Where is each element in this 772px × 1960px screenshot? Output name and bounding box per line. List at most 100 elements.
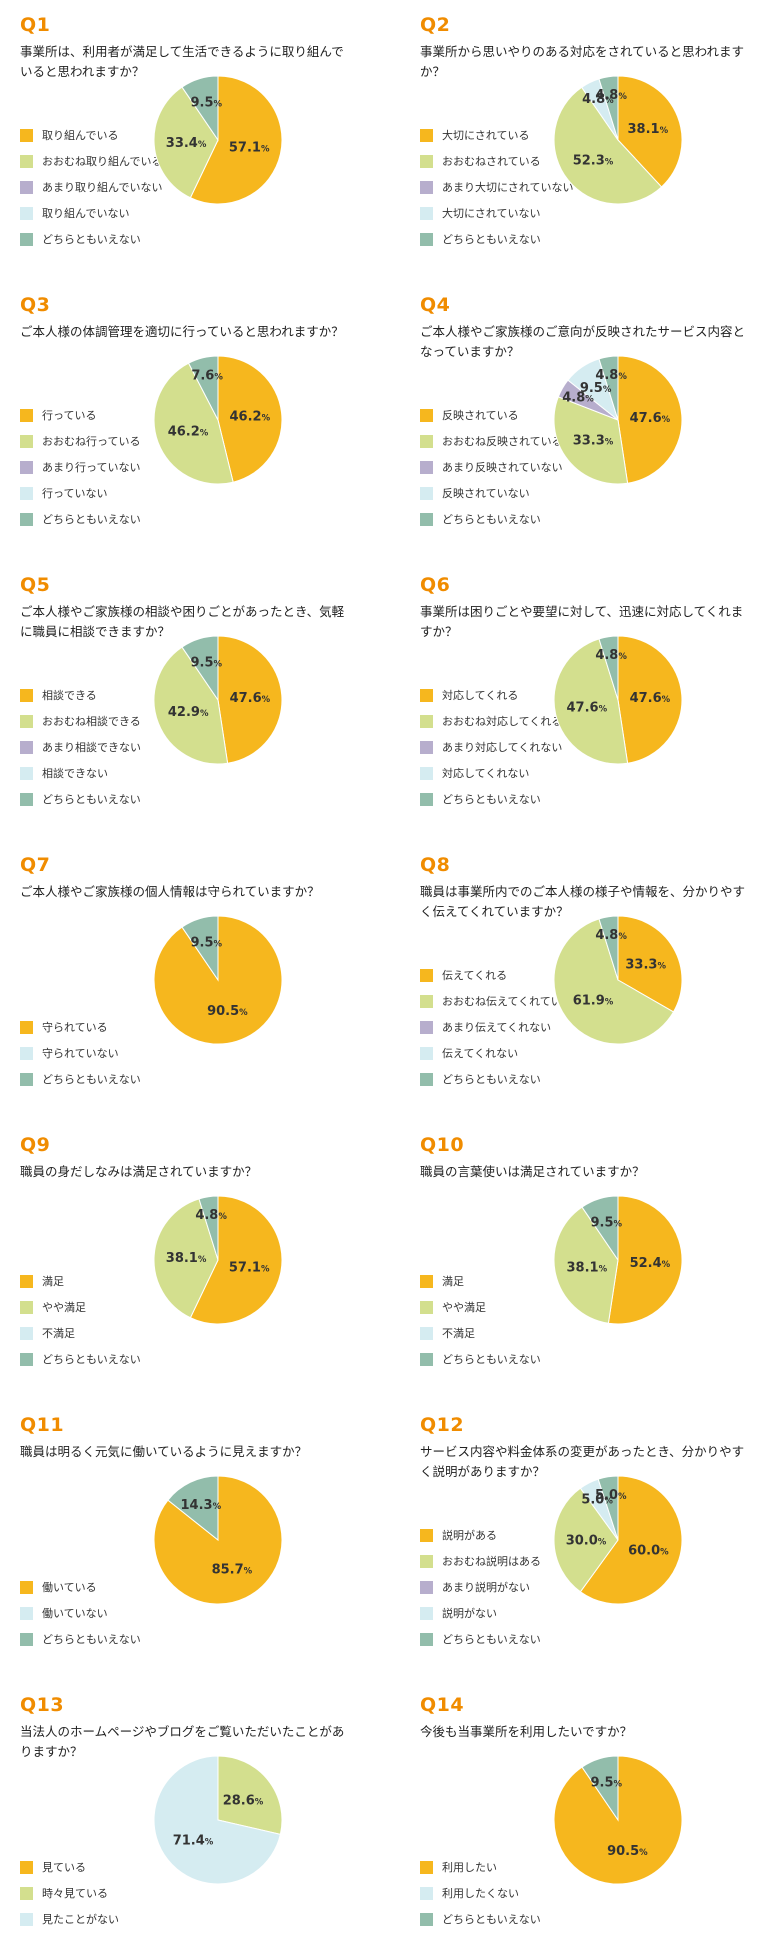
data-label: 9.5% — [591, 1776, 623, 1791]
data-label: 38.1% — [627, 122, 668, 137]
legend-swatch — [20, 486, 33, 500]
percent-sign: % — [213, 1502, 222, 1512]
pie-slice — [217, 635, 283, 764]
data-label: 52.4% — [630, 1256, 671, 1271]
question-number: Q3 — [20, 294, 51, 316]
legend-swatch — [420, 206, 433, 220]
percent-sign: % — [214, 940, 223, 950]
pie-slice — [617, 75, 683, 188]
legend-swatch — [420, 512, 433, 526]
legend-label: あまり取り組んでいない — [42, 181, 163, 194]
data-label-value: 4.8 — [595, 88, 618, 103]
legend-swatch — [420, 766, 433, 780]
legend-item: 見ている — [20, 1854, 119, 1880]
data-label-value: 4.8 — [595, 928, 618, 943]
panel-q4: Q4 ご本人様やご家族様のご意向が反映されたサービス内容となっていますか？ 反映され… — [400, 280, 772, 560]
legend-label: どちらともいえない — [442, 1633, 541, 1646]
legend-item: 満足 — [20, 1268, 141, 1294]
legend-swatch — [420, 1606, 433, 1620]
question-text: 今後も当事業所を利用したいですか？ — [420, 1724, 633, 1739]
panel-q10: Q10 職員の言葉使いは満足されていますか？ 満足 やや満足 不満足 どちらともいえない 5… — [400, 1120, 772, 1400]
legend-label: 行っている — [42, 409, 97, 422]
legend-item: あまり反映されていない — [420, 454, 563, 480]
data-label: 5.0% — [581, 1492, 613, 1507]
pie-slice — [598, 355, 619, 421]
panel-q6: Q6 事業所は困りごとや要望に対して、迅速に対応してくれますか？ 対応してくれる おお… — [400, 560, 772, 840]
percent-sign: % — [198, 140, 207, 150]
legend: 満足 やや満足 不満足 どちらともいえない — [20, 1268, 141, 1372]
legend-item: 不満足 — [20, 1320, 141, 1346]
data-label: 4.8% — [582, 92, 614, 107]
pie-slice — [598, 915, 619, 981]
legend-swatch — [420, 460, 433, 474]
data-label-value: 52.4 — [630, 1256, 662, 1271]
legend: 利用したい 利用したくない どちらともいえない — [420, 1854, 541, 1932]
legend-label: どちらともいえない — [442, 793, 541, 806]
data-label-value: 71.4 — [173, 1833, 205, 1848]
legend-item: どちらともいえない — [20, 1626, 141, 1652]
legend-label: 守られている — [42, 1021, 108, 1034]
pie-slice — [153, 646, 229, 765]
legend-swatch — [420, 1528, 433, 1542]
legend-swatch — [420, 486, 433, 500]
legend-label: やや満足 — [442, 1301, 486, 1314]
legend-item: 守られていない — [20, 1040, 141, 1066]
legend-item: 守られている — [20, 1014, 141, 1040]
legend-swatch — [420, 180, 433, 194]
legend-swatch — [420, 792, 433, 806]
data-label-value: 47.6 — [566, 701, 598, 716]
legend-label: どちらともいえない — [42, 1633, 141, 1646]
data-label: 52.3% — [573, 154, 614, 169]
legend-item: あまり対応してくれない — [420, 734, 562, 760]
legend-label: おおむね反映されている — [442, 435, 563, 448]
legend-label: どちらともいえない — [442, 1073, 541, 1086]
percent-sign: % — [585, 395, 594, 405]
percent-sign: % — [662, 695, 671, 705]
legend-label: おおむね対応してくれる — [442, 715, 563, 728]
percent-sign: % — [261, 1265, 270, 1275]
legend-label: 働いている — [42, 1581, 97, 1594]
data-label-value: 61.9 — [573, 994, 605, 1009]
legend-item: おおむね相談できる — [20, 708, 141, 734]
legend-swatch — [420, 232, 433, 246]
pie-chart: 33.3%61.9%4.8% — [553, 915, 683, 1045]
data-label-value: 47.6 — [230, 691, 262, 706]
panel-q7: Q7 ご本人様やご家族様の個人情報は守られていますか？ 守られている 守られていないど… — [0, 840, 400, 1120]
legend-item: 説明がない — [420, 1600, 541, 1626]
pie-slice — [607, 1195, 683, 1325]
legend-swatch — [20, 154, 33, 168]
legend-swatch — [420, 740, 433, 754]
question-number: Q10 — [420, 1134, 465, 1156]
data-label-value: 9.5 — [591, 1776, 614, 1791]
legend-item: 相談できる — [20, 682, 141, 708]
legend-item: 不満足 — [420, 1320, 541, 1346]
question-text: ご本人様やご家族様の個人情報は守られていますか？ — [20, 884, 320, 899]
data-label: 42.9% — [168, 705, 209, 720]
pie-slice — [553, 86, 663, 205]
legend-swatch — [420, 408, 433, 422]
percent-sign: % — [244, 1566, 253, 1576]
legend: 取り組んでいる おおむね取り組んでいる あまり取り組んでいない 取り組んでいない どちら… — [20, 122, 162, 252]
legend-label: おおむね取り組んでいる — [42, 155, 163, 168]
pie-slice — [187, 355, 219, 421]
pie-slice — [553, 1487, 619, 1593]
data-label: 4.8% — [195, 1208, 227, 1223]
legend-item: 行っていない — [20, 480, 141, 506]
legend-label: 伝えてくれる — [442, 969, 508, 982]
question-text: 事業所から思いやりのある対応をされていると思われますか？ — [420, 44, 745, 79]
legend-item: どちらともいえない — [420, 1346, 541, 1372]
legend-item: どちらともいえない — [20, 786, 141, 812]
question-text: 事業所は、利用者が満足して生活できるように取り組んでいると思われますか？ — [20, 44, 344, 79]
question-text: ご本人様やご家族様のご意向が反映されたサービス内容となっていますか？ — [420, 324, 746, 359]
data-label-value: 85.7 — [212, 1562, 244, 1577]
legend-label: あまり相談できない — [42, 741, 141, 754]
legend-swatch — [420, 994, 433, 1008]
data-label: 90.5% — [207, 1004, 248, 1019]
legend-label: 対応してくれない — [442, 767, 530, 780]
data-label-value: 60.0 — [628, 1543, 660, 1558]
legend-label: あまり大切にされていない — [442, 181, 574, 194]
percent-sign: % — [599, 1265, 608, 1275]
question-text: 職員は明るく元気に働いているように見えますか？ — [20, 1444, 308, 1459]
data-label: 90.5% — [607, 1844, 648, 1859]
